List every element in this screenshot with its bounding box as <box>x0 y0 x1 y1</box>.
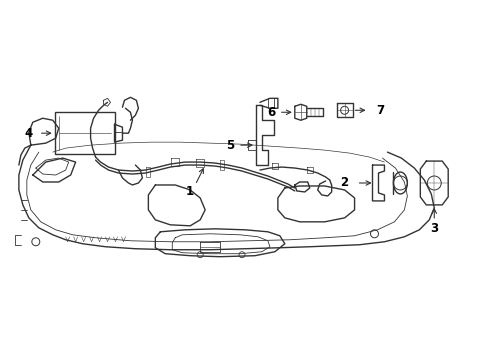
Bar <box>55 112 114 154</box>
Text: 1: 1 <box>186 185 194 198</box>
Text: 7: 7 <box>376 104 384 117</box>
Ellipse shape <box>393 172 407 194</box>
Text: 2: 2 <box>340 176 348 189</box>
Text: 5: 5 <box>225 139 234 152</box>
Text: 4: 4 <box>25 127 33 140</box>
Text: 3: 3 <box>429 222 437 235</box>
Text: 6: 6 <box>266 106 274 119</box>
